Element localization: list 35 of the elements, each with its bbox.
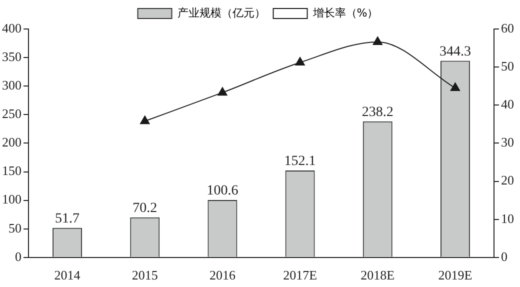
point	[140, 116, 150, 124]
x-tick-label: 2016	[209, 268, 236, 283]
y-tick-label: 400	[2, 20, 22, 36]
y2-tick-label: 50	[501, 58, 514, 74]
data-label: 70.2	[132, 200, 158, 216]
data-label: 100.6	[206, 184, 238, 199]
legend-label: 增长率（%）	[312, 6, 378, 20]
y-tick-label: 50	[8, 220, 22, 236]
y-tick-label: 250	[2, 106, 22, 122]
x-tick-label: 2018E	[360, 268, 395, 283]
y2-tick-label: 30	[501, 134, 514, 150]
point	[295, 57, 305, 66]
y2-tick-label: 10	[501, 210, 514, 226]
point	[372, 36, 382, 45]
y2-tick-label: 40	[501, 96, 514, 112]
y2-tick-label: 60	[501, 20, 514, 36]
x-tick-label: 2014	[54, 268, 81, 283]
y-tick-label: 100	[2, 192, 22, 207]
data-label: 344.3	[439, 44, 471, 60]
legend-label: 产业规模（亿元）	[177, 6, 266, 20]
y-tick-label: 350	[2, 48, 22, 64]
point	[450, 82, 460, 92]
data-label: 238.2	[362, 105, 394, 120]
point	[218, 87, 228, 96]
x-tick-label: 2019E	[438, 268, 472, 283]
y2-tick-label: 0	[501, 248, 508, 264]
y2-tick-label: 20	[501, 172, 514, 188]
y-tick-label: 300	[2, 78, 22, 93]
y-tick-label: 200	[2, 134, 22, 150]
x-tick-label: 2017E	[283, 268, 318, 283]
data-label: 51.7	[55, 212, 80, 227]
x-tick-label: 2015	[132, 268, 158, 283]
y-tick-label: 150	[2, 163, 22, 178]
y-tick-label: 0	[15, 248, 22, 264]
data-label: 152.1	[284, 154, 316, 170]
